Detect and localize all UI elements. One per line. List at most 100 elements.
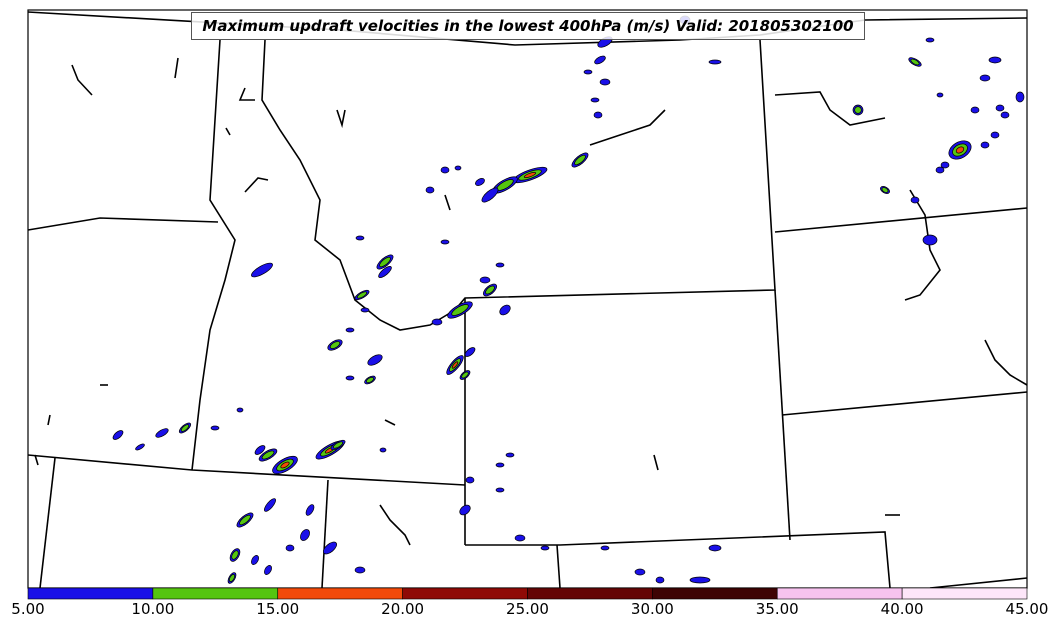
updraft-contour bbox=[590, 97, 600, 103]
updraft-contour bbox=[454, 165, 462, 171]
updraft-contour bbox=[155, 428, 169, 438]
updraft-contour bbox=[990, 131, 1000, 139]
updraft-contour bbox=[431, 318, 443, 326]
updraft-contour bbox=[451, 361, 459, 369]
updraft-contour bbox=[464, 347, 476, 357]
map-plot-area bbox=[27, 9, 1028, 589]
updraft-contour bbox=[499, 304, 511, 316]
updraft-contour bbox=[329, 341, 341, 349]
updraft-contour bbox=[300, 529, 310, 541]
updraft-contour bbox=[505, 452, 515, 458]
updraft-contour bbox=[955, 146, 965, 154]
updraft-contour bbox=[935, 166, 945, 174]
updraft-contour bbox=[451, 304, 469, 316]
updraft-contour bbox=[970, 106, 980, 114]
colorbar-bin-7 bbox=[901, 587, 1028, 600]
colorbar-tick-label: 35.00 bbox=[755, 600, 799, 618]
updraft-contour bbox=[523, 172, 537, 178]
updraft-contour bbox=[634, 568, 646, 576]
colorbar-tick-label: 25.00 bbox=[506, 600, 549, 618]
updraft-contour bbox=[574, 154, 586, 166]
updraft-contour bbox=[988, 56, 1002, 64]
updraft-contour bbox=[689, 576, 711, 584]
updraft-contour bbox=[354, 566, 366, 574]
updraft-contour bbox=[355, 235, 365, 241]
updraft-contour bbox=[1015, 91, 1025, 103]
updraft-contour bbox=[360, 307, 370, 313]
updraft-contour bbox=[261, 450, 275, 460]
colorbar-tick-label: 5.00 bbox=[11, 600, 45, 618]
updraft-contour bbox=[495, 487, 505, 493]
updraft-contour bbox=[356, 291, 368, 299]
updraft-contour bbox=[979, 74, 991, 82]
updraft-contour bbox=[323, 541, 337, 555]
updraft-contour bbox=[332, 441, 344, 449]
updraft-contour bbox=[367, 354, 383, 366]
updraft-contour bbox=[251, 262, 273, 278]
updraft-contour bbox=[440, 166, 450, 174]
colorbar-bin-1 bbox=[152, 587, 279, 600]
updraft-contours bbox=[112, 15, 1025, 584]
updraft-contour bbox=[1000, 111, 1010, 119]
updraft-contour bbox=[345, 375, 355, 381]
colorbar-bin-0 bbox=[27, 587, 154, 600]
updraft-contour bbox=[135, 443, 145, 451]
updraft-contour bbox=[485, 285, 495, 295]
colorbar-tick-label: 45.00 bbox=[1005, 600, 1049, 618]
updraft-contour bbox=[210, 425, 220, 431]
updraft-contour bbox=[461, 371, 469, 379]
colorbar-bin-2 bbox=[277, 587, 403, 600]
updraft-contour bbox=[479, 276, 491, 284]
updraft-contour bbox=[264, 498, 276, 512]
updraft-contour bbox=[285, 544, 295, 552]
updraft-contour bbox=[231, 550, 239, 560]
updraft-contour bbox=[112, 430, 124, 440]
map-title: Maximum updraft velocities in the lowest… bbox=[191, 12, 865, 40]
updraft-contour bbox=[305, 504, 315, 516]
colorbar bbox=[27, 587, 1028, 600]
updraft-contour bbox=[481, 187, 499, 203]
colorbar-tick-label: 10.00 bbox=[131, 600, 175, 618]
updraft-contour bbox=[379, 447, 387, 453]
updraft-contour bbox=[940, 161, 950, 169]
updraft-contour bbox=[239, 514, 251, 526]
updraft-contour bbox=[922, 234, 938, 246]
colorbar-bin-4 bbox=[527, 587, 653, 600]
colorbar-bin-5 bbox=[652, 587, 778, 600]
colorbar-bin-3 bbox=[402, 587, 528, 600]
updraft-contour bbox=[440, 239, 450, 245]
colorbar-tick-label: 30.00 bbox=[630, 600, 674, 618]
state-boundaries bbox=[27, 11, 1028, 589]
updraft-contour bbox=[600, 545, 610, 551]
updraft-contour bbox=[254, 445, 266, 455]
updraft-contour bbox=[345, 327, 355, 333]
updraft-contour bbox=[366, 376, 374, 384]
updraft-contour bbox=[910, 196, 920, 204]
updraft-contour bbox=[495, 462, 505, 468]
colorbar-tick-label: 20.00 bbox=[381, 600, 425, 618]
updraft-contour bbox=[465, 476, 475, 484]
updraft-contour bbox=[655, 576, 665, 584]
updraft-contour bbox=[540, 545, 550, 551]
updraft-contour bbox=[514, 534, 526, 542]
colorbar-bin-6 bbox=[776, 587, 903, 600]
updraft-contour bbox=[264, 565, 272, 575]
updraft-contour bbox=[378, 266, 392, 278]
updraft-contour bbox=[708, 544, 722, 552]
updraft-contour bbox=[280, 461, 290, 469]
updraft-contour bbox=[854, 106, 862, 114]
colorbar-tick-label: 15.00 bbox=[256, 600, 300, 618]
updraft-contour bbox=[251, 555, 259, 565]
colorbar-tick-label: 40.00 bbox=[880, 600, 924, 618]
water-features bbox=[34, 57, 1028, 546]
updraft-contour bbox=[599, 78, 611, 86]
updraft-contour bbox=[594, 55, 606, 65]
updraft-contour bbox=[881, 187, 889, 193]
updraft-contour bbox=[495, 262, 505, 268]
updraft-contour bbox=[475, 178, 485, 186]
updraft-contour bbox=[980, 141, 990, 149]
updraft-contour bbox=[379, 256, 391, 268]
updraft-contour bbox=[180, 424, 190, 432]
updraft-contour bbox=[459, 504, 471, 516]
